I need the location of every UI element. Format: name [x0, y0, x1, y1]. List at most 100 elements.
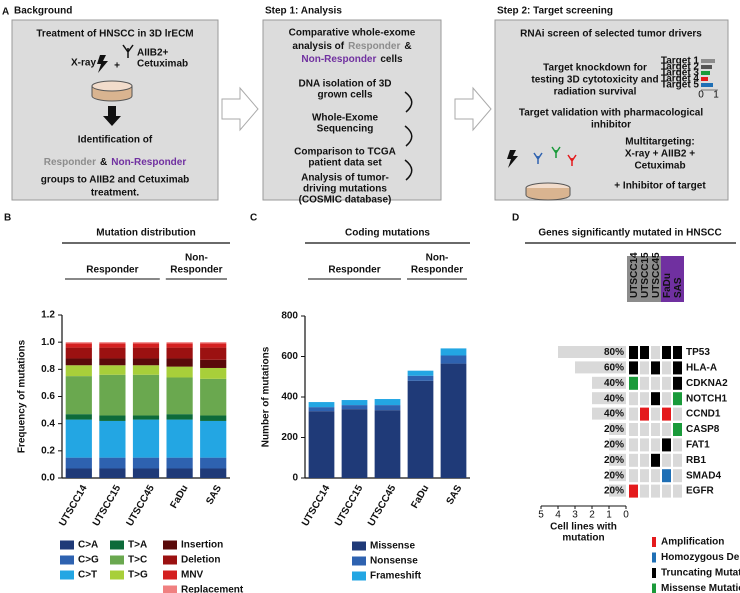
bar-segment: [200, 347, 227, 360]
mutation-cell: [629, 392, 638, 406]
legend-label: C>T: [78, 570, 97, 581]
group-word: Non-Responder: [111, 157, 186, 168]
label: Multitargeting:: [625, 137, 694, 148]
mutation-cell: [640, 361, 649, 375]
x-tick-label: 2: [589, 510, 595, 521]
bar-segment: [132, 468, 160, 478]
panel-a-decor: [11, 19, 729, 201]
mutation-cell: [673, 346, 682, 359]
mutation-cell: [651, 392, 660, 406]
bar-segment: [166, 414, 193, 420]
group-label: Responder: [411, 265, 463, 276]
group-label: Responder: [170, 265, 222, 276]
title-word: Responder: [348, 41, 400, 52]
mutation-cell: [651, 469, 660, 483]
flow-arrow: [404, 159, 413, 181]
legend-label: Truncating Mutation: [661, 568, 740, 579]
count-bar: [609, 423, 626, 435]
mutation-cell: [673, 407, 682, 421]
mutation-cell: [662, 392, 671, 406]
bar-segment: [166, 358, 193, 367]
label: X-ray: [71, 58, 96, 69]
mutation-cell: [662, 346, 671, 359]
mutation-cell: [629, 438, 638, 452]
bar-segment: [374, 399, 401, 406]
target-label: Target 3: [661, 68, 700, 79]
mutation-cell: [629, 423, 638, 436]
mutation-cell: [640, 376, 649, 390]
group-word: Responder: [44, 157, 96, 168]
percent-label: 40%: [604, 393, 624, 404]
mutation-cell: [651, 407, 660, 421]
label: groups to AIIB2 and Cetuximab: [41, 175, 190, 186]
bar-segment: [132, 419, 160, 458]
bar-segment: [99, 347, 126, 359]
target-bar: [701, 71, 710, 75]
down-arrow: [103, 106, 121, 126]
bar-segment: [65, 358, 92, 366]
bar-segment: [65, 347, 92, 359]
lightning-icon: [507, 150, 518, 168]
mutation-cell: [651, 346, 660, 359]
label: +: [114, 61, 120, 72]
target-bar: [701, 77, 708, 81]
label: AIIB2+: [137, 48, 169, 59]
bar-segment: [132, 343, 160, 348]
bar-segment: [341, 409, 368, 478]
mutation-cell: [662, 361, 671, 375]
dish-icon: [525, 188, 571, 201]
gene-label: RB1: [686, 455, 706, 466]
bar-segment: [440, 363, 467, 478]
box-title: Treatment of HNSCC in 3D lrECM: [36, 29, 193, 40]
mutation-cell: [673, 423, 682, 436]
label: Cetuximab: [137, 59, 188, 70]
lightning-icon: [97, 55, 108, 73]
legend-label: Missense Mutation: [661, 583, 740, 593]
bar-segment: [407, 375, 434, 381]
bar-segment: [200, 420, 227, 458]
y-tick-label: 1.2: [41, 310, 55, 321]
target-label: Target 1: [661, 56, 700, 67]
bar-segment: [166, 347, 193, 359]
bar-segment: [65, 376, 92, 415]
mutation-cell: [629, 361, 638, 375]
antibody-icon: [551, 146, 561, 158]
step-text: grown cells: [317, 90, 372, 101]
bar-segment: [166, 468, 193, 478]
bar-segment: [166, 377, 193, 415]
x-tick-label: UTSCC45: [366, 483, 399, 528]
legend-swatch: [110, 555, 124, 565]
step-text: Comparison to TCGA: [294, 147, 396, 158]
mutation-cell: [662, 423, 671, 436]
legend-swatch: [163, 555, 177, 565]
mutation-cell: [640, 346, 649, 359]
legend-label: Insertion: [181, 540, 223, 551]
count-bar: [609, 438, 626, 451]
bar-segment: [132, 347, 160, 359]
label: + Inhibitor of target: [614, 181, 706, 192]
step-text: DNA isolation of 3D: [299, 79, 392, 90]
legend-swatch: [652, 537, 656, 547]
count-bar: [592, 376, 626, 389]
box-title: Comparative whole-exome: [289, 28, 416, 39]
target-bar: [701, 65, 712, 69]
bar-segment: [166, 419, 193, 458]
box-title: RNAi screen of selected tumor drivers: [520, 29, 702, 40]
box-heading: Background: [14, 6, 72, 17]
percent-label: 20%: [604, 470, 624, 481]
title-word: Non-Responder: [301, 54, 376, 65]
count-bar: [609, 453, 626, 466]
mutation-cell: [673, 376, 682, 390]
mutation-cell: [651, 484, 660, 498]
title-word: &: [404, 41, 411, 52]
title-word: analysis of: [292, 41, 344, 52]
y-tick-label: 0.8: [41, 364, 55, 375]
bar-segment: [374, 410, 401, 478]
x-tick-label: 5: [538, 510, 544, 521]
bar-segment: [132, 415, 160, 420]
gene-label: CDKNA2: [686, 378, 728, 389]
bar-segment: [440, 355, 467, 364]
bar-segment: [200, 468, 227, 478]
step-text: Sequencing: [317, 124, 374, 135]
